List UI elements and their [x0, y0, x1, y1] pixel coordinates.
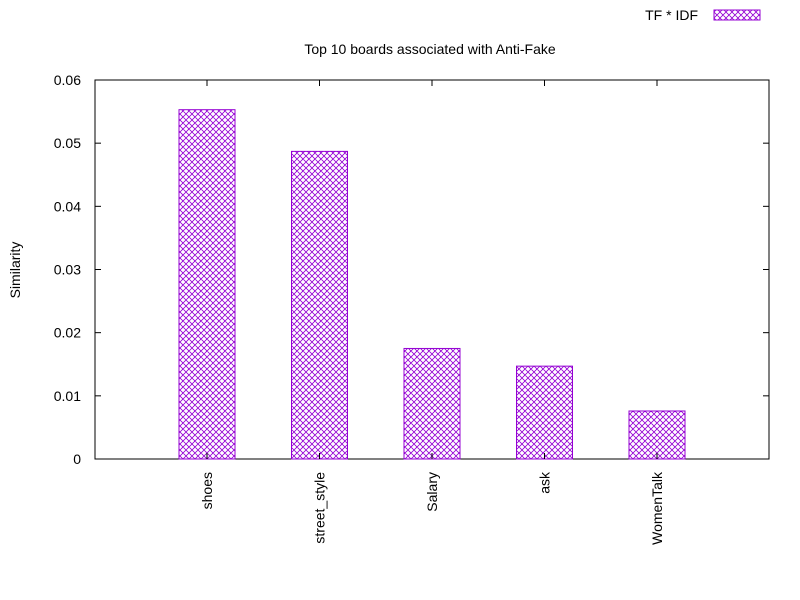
y-axis: 0 0.01 0.02 0.03 0.04 0.05 0.06	[54, 72, 769, 467]
bar-street_style	[291, 150, 348, 460]
y-tick-label: 0.05	[54, 135, 81, 151]
x-tick-label: WomenTalk	[649, 471, 665, 545]
bar-Salary	[403, 347, 461, 460]
y-tick-label: 0.03	[54, 262, 81, 278]
y-tick-label: 0.04	[54, 198, 81, 214]
legend-swatch	[713, 9, 761, 21]
x-tick-label: street_style	[312, 472, 328, 544]
x-tick-label: ask	[537, 471, 553, 494]
y-tick-label: 0.06	[54, 72, 81, 88]
y-tick-label: 0	[73, 451, 81, 467]
bar-ask	[516, 365, 573, 460]
y-tick-label: 0.02	[54, 325, 81, 341]
x-tick-label: shoes	[199, 472, 215, 509]
chart-title: Top 10 boards associated with Anti-Fake	[304, 41, 556, 57]
bar-WomenTalk	[628, 410, 686, 460]
x-axis: shoes street_style Salary ask WomenTalk	[199, 80, 665, 545]
y-axis-label: Similarity	[7, 242, 23, 299]
legend-label: TF * IDF	[645, 7, 698, 23]
bar-shoes	[178, 109, 236, 460]
bar-series	[178, 109, 686, 460]
x-tick-label: Salary	[424, 472, 440, 512]
legend: TF * IDF	[645, 7, 761, 23]
y-tick-label: 0.01	[54, 388, 81, 404]
